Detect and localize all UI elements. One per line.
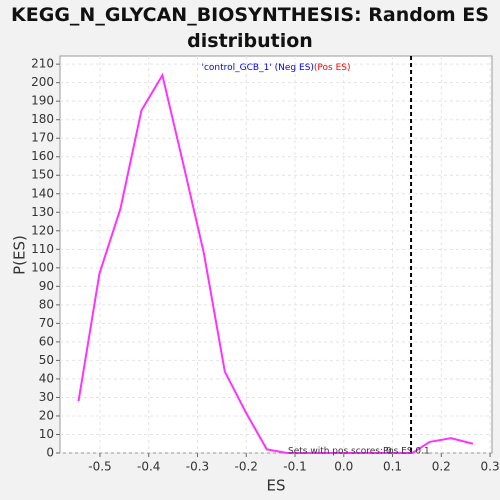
x-tick-label: -0.4: [137, 460, 160, 474]
y-tick-label: 130: [31, 205, 54, 219]
legend-entry: 'control_GCB_1' (Neg ES): [201, 63, 313, 73]
y-tick-label: 210: [31, 57, 54, 71]
y-tick-label: 70: [39, 316, 54, 330]
x-tick-label: -0.1: [283, 460, 306, 474]
y-tick-label: 40: [39, 371, 54, 385]
x-tick-label: 0.3: [481, 460, 500, 474]
y-tick-label: 110: [31, 242, 54, 256]
y-tick-label: 140: [31, 186, 54, 200]
series-line: [77, 72, 474, 454]
legend-entry: (Pos ES): [314, 63, 351, 73]
y-tick-label: 100: [31, 260, 54, 274]
y-tick-label: 200: [31, 75, 54, 89]
y-tick-label: 0: [46, 446, 54, 460]
y-tick-label: 60: [39, 334, 54, 348]
x-tick-label: -0.3: [186, 460, 209, 474]
y-tick-label: 170: [31, 131, 54, 145]
y-tick-label: 20: [39, 408, 54, 422]
x-tick-label: 0.1: [383, 460, 402, 474]
y-tick-label: 190: [31, 94, 54, 108]
x-tick-label: 0.2: [432, 460, 451, 474]
legend: 'control_GCB_1' (Neg ES)(Pos ES): [201, 63, 350, 73]
y-tick-label: 180: [31, 112, 54, 126]
y-tick-label: 10: [39, 427, 54, 441]
y-tick-label: 30: [39, 390, 54, 404]
y-axis-label: P(ES): [11, 235, 29, 275]
chart-title: KEGG_N_GLYCAN_BIOSYNTHESIS: Random ES di…: [11, 4, 489, 52]
y-tick-label: 90: [39, 279, 54, 293]
x-tick-label: -0.2: [235, 460, 258, 474]
x-tick-label: -0.5: [88, 460, 111, 474]
annotation: Pos ES 0.1: [383, 447, 430, 457]
x-tick-label: 0.0: [334, 460, 353, 474]
y-tick-label: 160: [31, 149, 54, 163]
y-tick-label: 80: [39, 297, 54, 311]
y-tick-label: 120: [31, 223, 54, 237]
x-axis-label: ES: [267, 477, 286, 495]
y-tick-label: 150: [31, 168, 54, 182]
y-tick-label: 50: [39, 353, 54, 367]
plot-area: [59, 55, 493, 454]
annotation: Sets with pos scores: 0: [288, 447, 392, 457]
